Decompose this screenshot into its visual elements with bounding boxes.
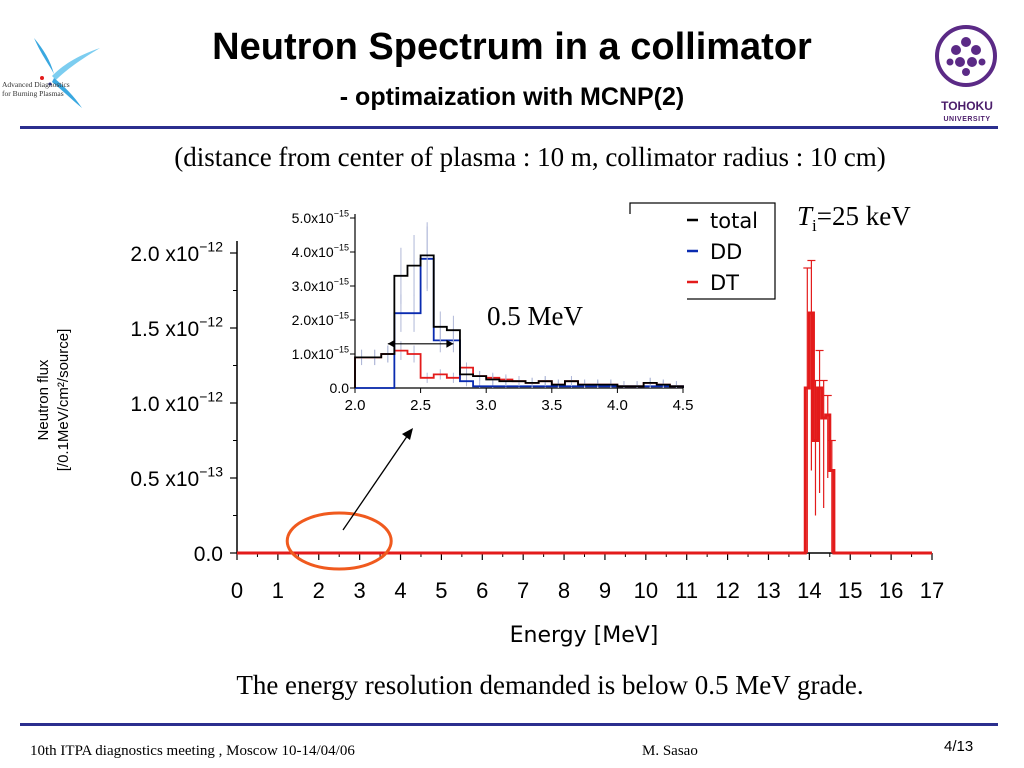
- inset-y-tick-label: 1.0x10−15: [292, 345, 349, 362]
- main-x-tick-label: 3: [354, 578, 366, 603]
- inset-background: [355, 214, 687, 388]
- main-y-axis-label-line1: Neutron flux: [35, 359, 52, 440]
- inset-plot: 2.0 2.5 3.0 3.5 4.0 4.5 0.0 1.0x10−15 2.0x10−15 3…: [292, 209, 694, 414]
- legend-label-total: total: [710, 209, 758, 233]
- bottom-rule: [20, 723, 998, 726]
- main-x-tick-label: 11: [675, 578, 698, 603]
- inset-x-tick-label: 2.5: [410, 397, 431, 414]
- main-y-tick-label: 0.0: [194, 543, 223, 566]
- main-x-tick-label: 7: [517, 578, 529, 603]
- main-x-tick-label: 9: [599, 578, 611, 603]
- main-x-tick-label: 12: [715, 578, 739, 603]
- main-y-axis-label: Neutron flux [/0.1MeV/cm²/source]: [35, 329, 72, 472]
- main-x-tick-label: 14: [797, 578, 821, 603]
- main-x-tick-label: 0: [231, 578, 243, 603]
- adbp-logo-text: Advanced Diagnostics for Burning Plasmas: [2, 80, 70, 98]
- width-arrow-head-right: [446, 339, 454, 348]
- adbp-logo: [34, 38, 100, 108]
- inset-y-tick-label: 5.0x10−15: [292, 209, 349, 226]
- width-annotation: 0.5 MeV: [487, 301, 583, 331]
- inset-y-tick-label: 0.0: [330, 380, 350, 396]
- main-x-tick-label: 4: [394, 578, 406, 603]
- inset-y-tick-label: 4.0x10−15: [292, 243, 349, 260]
- main-x-axis-label: Energy [MeV]: [510, 623, 659, 648]
- slide-subtitle: - optimaization with MCNP(2): [339, 83, 685, 111]
- inset-x-tick-label: 4.5: [673, 397, 694, 414]
- main-x-tick-label: 16: [879, 578, 903, 603]
- tohoku-university-logo-text: TOHOKU UNIVERSITY: [936, 100, 998, 126]
- main-y-tick-label: 2.0 x10−12: [130, 239, 223, 266]
- footer-meeting: 10th ITPA diagnostics meeting , Moscow 1…: [30, 743, 355, 759]
- main-y-tick-label: 0.5 x10−13: [130, 464, 223, 491]
- main-y-tick-label: 1.0 x10−12: [130, 389, 223, 416]
- main-y-axis-label-line2: [/0.1MeV/cm²/source]: [55, 329, 72, 472]
- tohoku-text: TOHOKU: [941, 99, 993, 113]
- inset-x-tick-label: 4.0: [607, 397, 628, 414]
- main-x-tick-label: 2: [313, 578, 325, 603]
- footer-author: M. Sasao: [642, 743, 698, 759]
- inset-y-tick-label: 3.0x10−15: [292, 277, 349, 294]
- university-text: UNIVERSITY: [943, 116, 991, 123]
- main-x-tick-label: 1: [272, 578, 284, 603]
- inset-y-tick-label: 2.0x10−15: [292, 311, 349, 328]
- width-arrow-head-left: [387, 339, 395, 348]
- zoom-arrow-line: [342, 431, 411, 531]
- adbp-logo-text-line2: for Burning Plasmas: [2, 89, 64, 98]
- main-x-tick-label: 10: [634, 578, 658, 603]
- main-y-tick-label: 1.5 x10−12: [130, 314, 223, 341]
- legend-label-dd: DD: [710, 240, 742, 264]
- tohoku-university-logo: [935, 25, 997, 87]
- main-plot: 0 1 2 3 4 5 6 7 8 9 10 11 12 13 14 15 16 170.00.5 x10−131…: [35, 201, 944, 648]
- main-x-tick-label: 17: [920, 578, 944, 603]
- main-x-tick-label: 5: [435, 578, 447, 603]
- condition-text: (distance from center of plasma : 10 m, …: [174, 142, 886, 172]
- inset-x-tick-label: 3.5: [541, 397, 562, 414]
- main-x-tick-label: 6: [476, 578, 488, 603]
- main-x-tick-label: 15: [838, 578, 862, 603]
- inset-x-tick-label: 2.0: [345, 397, 366, 414]
- inset-total-histogram: [354, 254, 684, 388]
- slide-title: Neutron Spectrum in a collimator: [212, 26, 812, 68]
- ti-annotation: Ti=25 keV: [797, 201, 911, 235]
- legend-label-dt: DT: [710, 271, 739, 295]
- inset-x-tick-label: 3.0: [476, 397, 497, 414]
- page-number: 4/13: [944, 738, 974, 755]
- adbp-logo-text-line1: Advanced Diagnostics: [2, 80, 70, 89]
- highlight-circle: [285, 511, 393, 571]
- main-dt-line: [237, 311, 932, 555]
- zoom-arrow-head: [402, 428, 413, 440]
- main-x-tick-label: 8: [558, 578, 570, 603]
- conclusion-text: The energy resolution demanded is below …: [236, 670, 864, 700]
- main-x-tick-label: 13: [756, 578, 780, 603]
- top-rule: [20, 126, 998, 129]
